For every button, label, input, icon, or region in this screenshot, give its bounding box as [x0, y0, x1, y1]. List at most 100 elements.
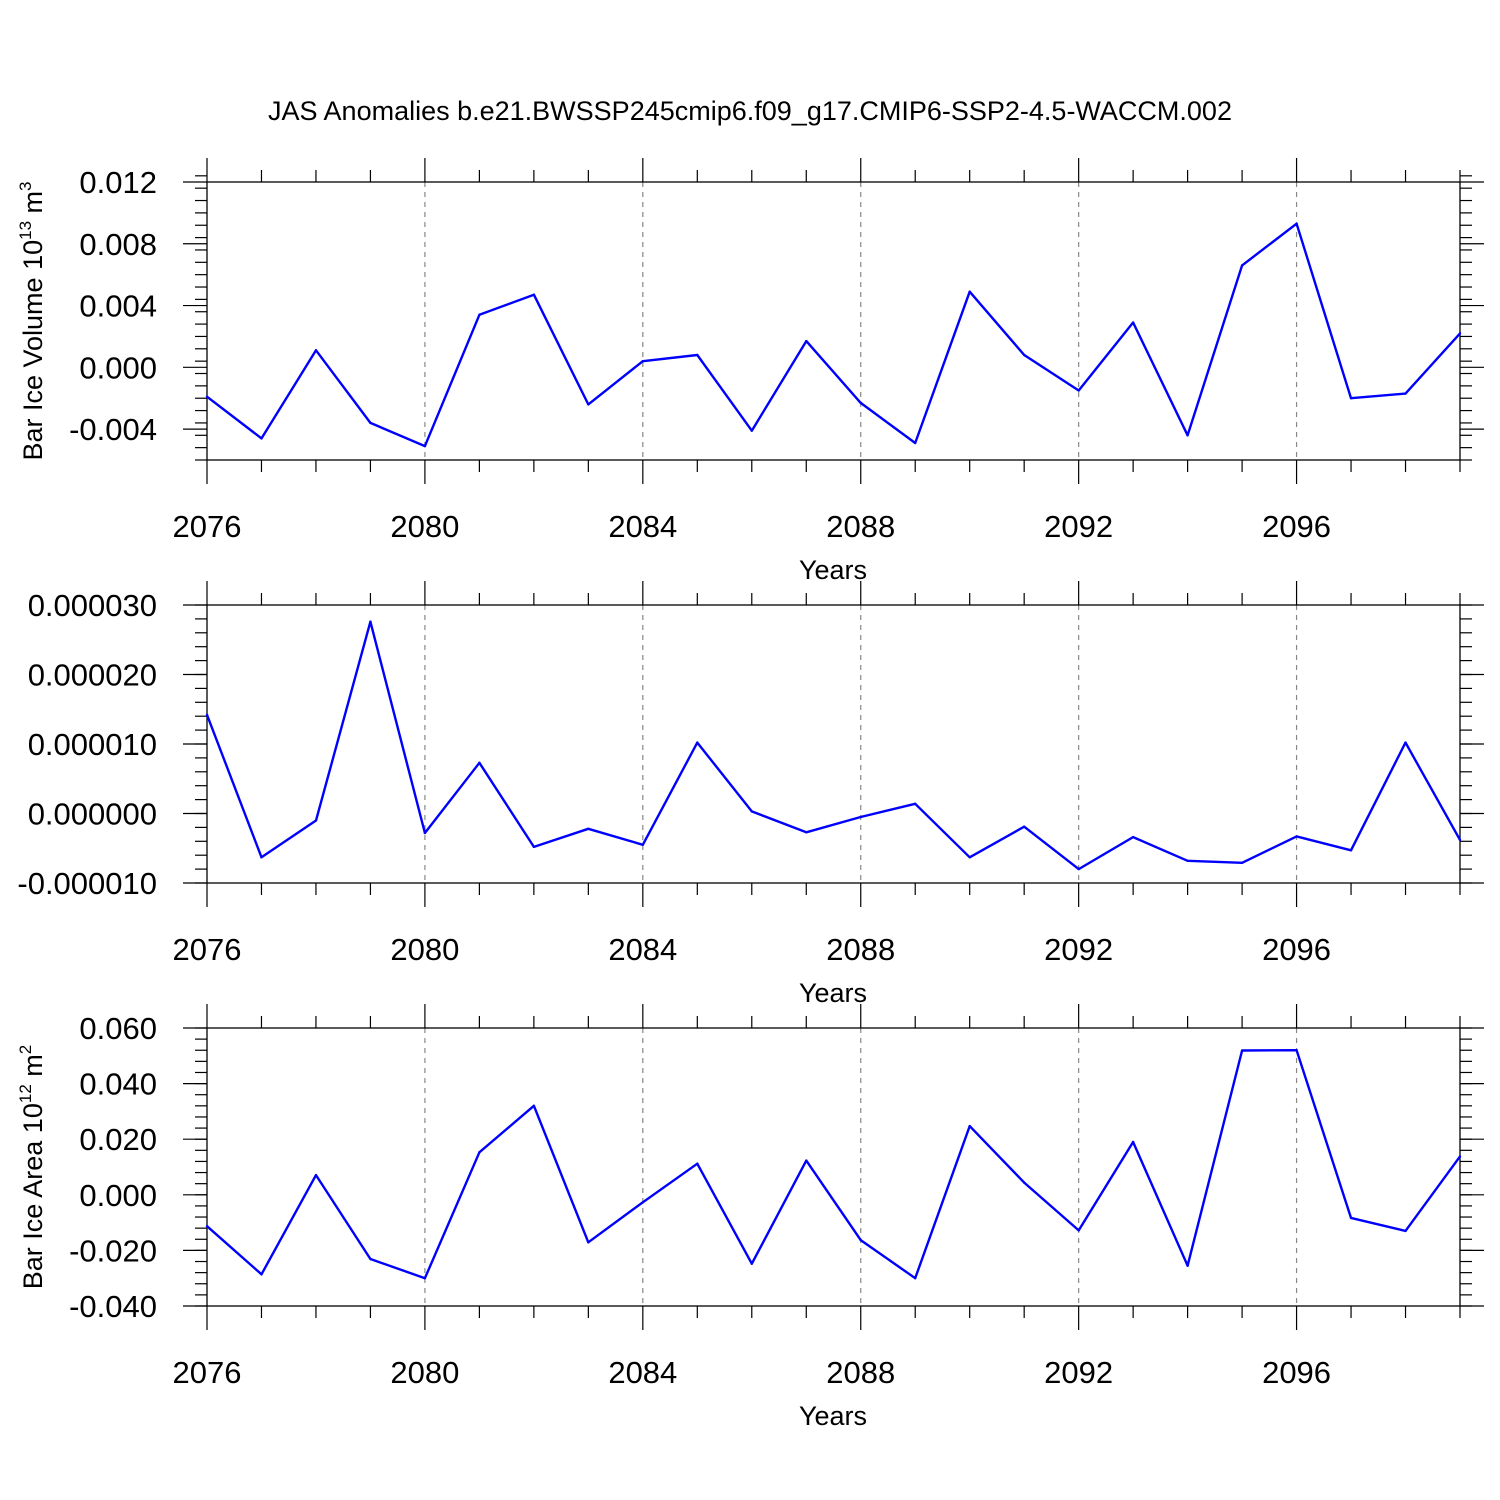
y-axis-title-text: Bar Ice Area [18, 1133, 48, 1289]
data-point [532, 1104, 536, 1108]
data-point [641, 843, 645, 846]
data-point [1240, 1049, 1244, 1052]
data-point [1022, 825, 1026, 828]
data-point [1295, 1049, 1298, 1052]
data-point [205, 713, 209, 717]
series-line [205, 620, 1462, 871]
y-tick-label: 0.000 [79, 1178, 157, 1213]
data-point [914, 802, 917, 805]
data-point [260, 856, 263, 859]
data-point [805, 1159, 808, 1162]
data-point [587, 403, 590, 406]
y-tick-label: 0.008 [79, 227, 157, 262]
panel-1: 2076 2080 2084 2088 2092 2096 Years -0.004 0.000… [16, 158, 1484, 585]
data-point [968, 290, 971, 293]
data-point [968, 1124, 971, 1128]
data-point [1131, 321, 1135, 324]
data-point [314, 819, 318, 822]
x-tick-label: 2080 [390, 509, 459, 544]
x-axis-title: Years [799, 1401, 867, 1431]
series-line [206, 222, 1461, 448]
data-point [1131, 1140, 1135, 1144]
data-point [859, 1238, 862, 1242]
y-tick-label: 0.000010 [28, 727, 157, 762]
series-line [206, 1048, 1461, 1280]
data-point [696, 1162, 699, 1165]
y-tick-label: -0.000010 [17, 866, 157, 901]
plot-frame [206, 1027, 1461, 1307]
data-point [696, 353, 699, 357]
data-point [314, 1173, 318, 1177]
y-tick-label: 0.000000 [28, 797, 157, 832]
data-point [859, 815, 862, 819]
x-tick-label: 2088 [826, 1355, 895, 1390]
y-tick-label: 0.004 [79, 289, 157, 324]
y-axis-title-base: 10 [18, 240, 48, 270]
data-point [1131, 835, 1135, 839]
y-tick-label: 0.040 [79, 1067, 157, 1102]
y-axis-title-exp: 12 [16, 1084, 35, 1103]
x-tick-label: 2088 [826, 509, 895, 544]
data-point [369, 421, 372, 425]
x-tick-label: 2092 [1044, 509, 1113, 544]
x-tick-label: 2084 [608, 1355, 677, 1390]
x-tick-label: 2076 [173, 1355, 242, 1390]
x-tick-label: 2092 [1044, 932, 1113, 967]
data-point [1458, 332, 1462, 335]
y-tick-label: -0.004 [69, 412, 157, 447]
data-point [1404, 392, 1407, 395]
x-tick-label: 2096 [1262, 1355, 1331, 1390]
data-point [914, 441, 917, 445]
data-point [478, 1151, 481, 1154]
data-point [423, 444, 427, 448]
plot-frame [206, 604, 1461, 884]
data-point [1349, 397, 1353, 400]
x-tick-label: 2096 [1262, 509, 1331, 544]
data-point [1458, 1155, 1462, 1158]
data-point [1349, 849, 1353, 852]
y-tick-label: 0.000020 [28, 658, 157, 693]
data-point [641, 359, 645, 363]
data-point [1349, 1216, 1353, 1220]
data-point [1077, 867, 1080, 871]
data-point [750, 429, 753, 432]
data-point [968, 856, 971, 859]
y-axis-title-unit: m [18, 191, 48, 214]
data-point [805, 831, 808, 834]
data-point [1404, 741, 1407, 744]
y-axis-title: Bar Ice Area 1012 m2 [16, 1045, 48, 1290]
data-point [369, 1257, 372, 1261]
data-point [260, 437, 263, 440]
data-point [1295, 835, 1298, 838]
x-axis-title: Years [799, 978, 867, 1008]
x-tick-label: 2088 [826, 932, 895, 967]
data-point [1186, 434, 1189, 437]
y-tick-label: 0.000030 [28, 588, 157, 623]
data-point [1404, 1229, 1407, 1233]
panels: 2076 2080 2084 2088 2092 2096 Years -0.004 0.000… [16, 158, 1484, 1431]
y-axis-title-space [18, 1077, 48, 1085]
data-point [314, 349, 318, 352]
data-point [805, 339, 808, 343]
data-point [369, 620, 372, 623]
data-point [1240, 264, 1244, 267]
x-tick-label: 2080 [390, 932, 459, 967]
x-tick-label: 2084 [608, 509, 677, 544]
y-axis-title-text: Bar Ice Volume [18, 270, 48, 461]
data-point [532, 845, 536, 849]
data-point [750, 810, 753, 813]
data-point [587, 1241, 590, 1244]
data-point [641, 1201, 645, 1204]
data-point [914, 1277, 917, 1280]
data-point [1077, 1229, 1080, 1232]
y-tick-label: -0.020 [69, 1233, 157, 1268]
x-tick-label: 2092 [1044, 1355, 1113, 1390]
data-point [478, 313, 481, 317]
data-point [859, 401, 862, 405]
data-point [423, 831, 427, 835]
data-point [587, 827, 590, 830]
y-axis-title-unit: m [18, 1054, 48, 1077]
data-point [1186, 1264, 1189, 1267]
data-point [478, 761, 481, 764]
y-axis-title-exp: 13 [16, 221, 35, 240]
